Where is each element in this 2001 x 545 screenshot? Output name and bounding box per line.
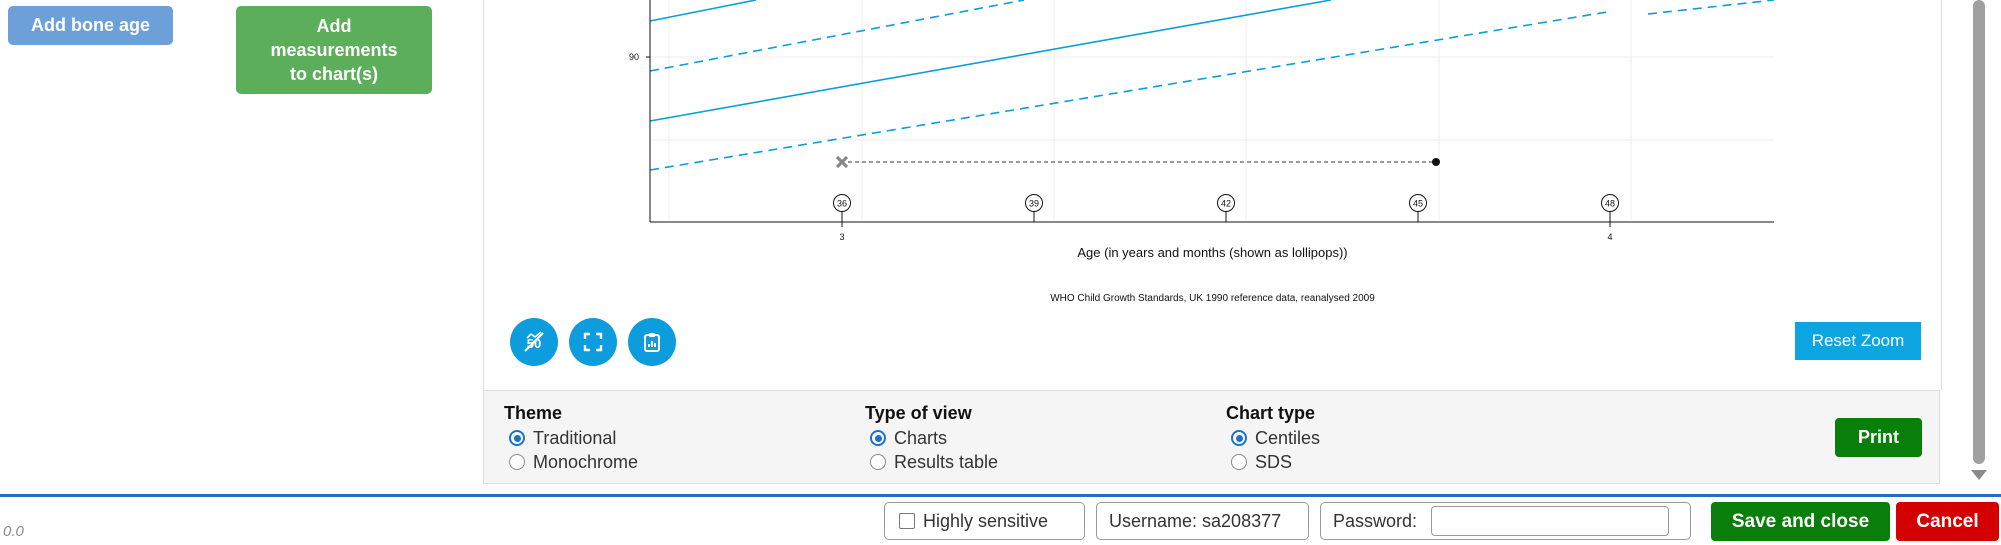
theme-option-group: Theme Traditional Monochrome <box>504 403 638 474</box>
password-label: Password: <box>1333 510 1418 531</box>
grid <box>650 0 1774 220</box>
scrollbar-thumb[interactable] <box>1973 0 1985 464</box>
cancel-button[interactable]: Cancel <box>1896 502 1999 541</box>
radio-selected-icon <box>870 430 886 446</box>
chronological-age-dot <box>1432 158 1440 166</box>
theme-title: Theme <box>504 403 563 423</box>
centile-line-solid-top <box>649 0 757 22</box>
version-label: 0.0 <box>3 523 24 540</box>
centile-lines <box>649 0 1775 171</box>
highly-sensitive-checkbox[interactable]: Highly sensitive <box>884 502 1085 540</box>
add-bone-age-button[interactable]: Add bone age <box>8 6 173 45</box>
x-tick-label: 4 <box>1607 232 1612 242</box>
footer-divider <box>0 494 2001 497</box>
lollipop-36: 36 <box>833 194 851 222</box>
radio-empty-icon <box>1231 454 1247 470</box>
theme-monochrome-radio[interactable]: Monochrome <box>504 450 638 474</box>
vertical-scrollbar[interactable] <box>1964 0 1994 490</box>
x-tick-label: 3 <box>839 232 844 242</box>
centile-line-dashed-right <box>1647 0 1775 15</box>
save-and-close-button[interactable]: Save and close <box>1711 502 1890 541</box>
centile-line-dashed-upper <box>649 0 1025 72</box>
measurement-point[interactable] <box>835 155 1440 169</box>
centile-line-dashed-lower <box>649 11 1608 171</box>
print-button[interactable]: Print <box>1835 418 1922 457</box>
lollipop-label: 48 <box>1605 199 1615 209</box>
radio-selected-icon <box>1231 430 1247 446</box>
lollipop-label: 36 <box>837 199 847 209</box>
chart-type-sds-radio[interactable]: SDS <box>1226 450 1320 474</box>
username-label: Username: sa208377 <box>1109 510 1282 531</box>
add-measurements-button[interactable]: Add measurements to chart(s) <box>236 6 432 94</box>
lollipop-39: 39 <box>1025 194 1043 222</box>
lollipop-45: 45 <box>1409 194 1427 222</box>
chart-type-centiles-radio[interactable]: Centiles <box>1226 426 1320 450</box>
y-tick-label: 90 <box>629 52 639 62</box>
chart-type-title: Chart type <box>1226 403 1316 423</box>
x-axis-title: Age (in years and months (shown as lolli… <box>1077 245 1348 260</box>
view-charts-radio[interactable]: Charts <box>865 426 998 450</box>
clipboard-chart-icon <box>644 333 660 352</box>
lollipop-42: 42 <box>1217 194 1235 222</box>
fifty-centile-button[interactable]: 50 <box>510 318 558 366</box>
checkbox-icon[interactable] <box>899 513 915 529</box>
growth-chart[interactable]: 90 3 4 36 39 42 45 48 <box>484 0 1941 390</box>
view-option-group: Type of view Charts Results table <box>865 403 998 474</box>
chart-options-panel: Theme Traditional Monochrome Type of vie… <box>483 390 1940 484</box>
fullscreen-icon <box>583 332 603 352</box>
highly-sensitive-label: Highly sensitive <box>923 510 1049 531</box>
lollipop-label: 45 <box>1413 199 1423 209</box>
radio-empty-icon <box>870 454 886 470</box>
lollipop-label: 42 <box>1221 199 1231 209</box>
centile-line-solid-middle <box>649 0 1332 122</box>
fullscreen-button[interactable] <box>569 318 617 366</box>
reset-zoom-button[interactable]: Reset Zoom <box>1795 322 1921 360</box>
radio-empty-icon <box>509 454 525 470</box>
view-title: Type of view <box>865 403 972 423</box>
lollipop-label: 39 <box>1029 199 1039 209</box>
password-input[interactable] <box>1431 506 1670 536</box>
axes <box>646 0 1774 227</box>
chart-panel: 90 3 4 36 39 42 45 48 Age (in years and … <box>483 0 1942 390</box>
copy-chart-button[interactable] <box>628 318 676 366</box>
corrected-age-cross-icon <box>835 155 849 169</box>
password-group: Password: <box>1320 502 1691 540</box>
chart-type-option-group: Chart type Centiles SDS <box>1226 403 1320 474</box>
age-lollipops: 36 39 42 45 48 <box>833 194 1619 222</box>
theme-traditional-radio[interactable]: Traditional <box>504 426 638 450</box>
username-display: Username: sa208377 <box>1096 502 1309 540</box>
view-results-table-radio[interactable]: Results table <box>865 450 998 474</box>
scroll-down-arrow-icon[interactable] <box>1971 470 1987 480</box>
fifty-centile-icon: 50 <box>524 331 544 352</box>
chart-source-note: WHO Child Growth Standards, UK 1990 refe… <box>1050 293 1375 304</box>
lollipop-48: 48 <box>1601 194 1619 222</box>
radio-selected-icon <box>509 430 525 446</box>
